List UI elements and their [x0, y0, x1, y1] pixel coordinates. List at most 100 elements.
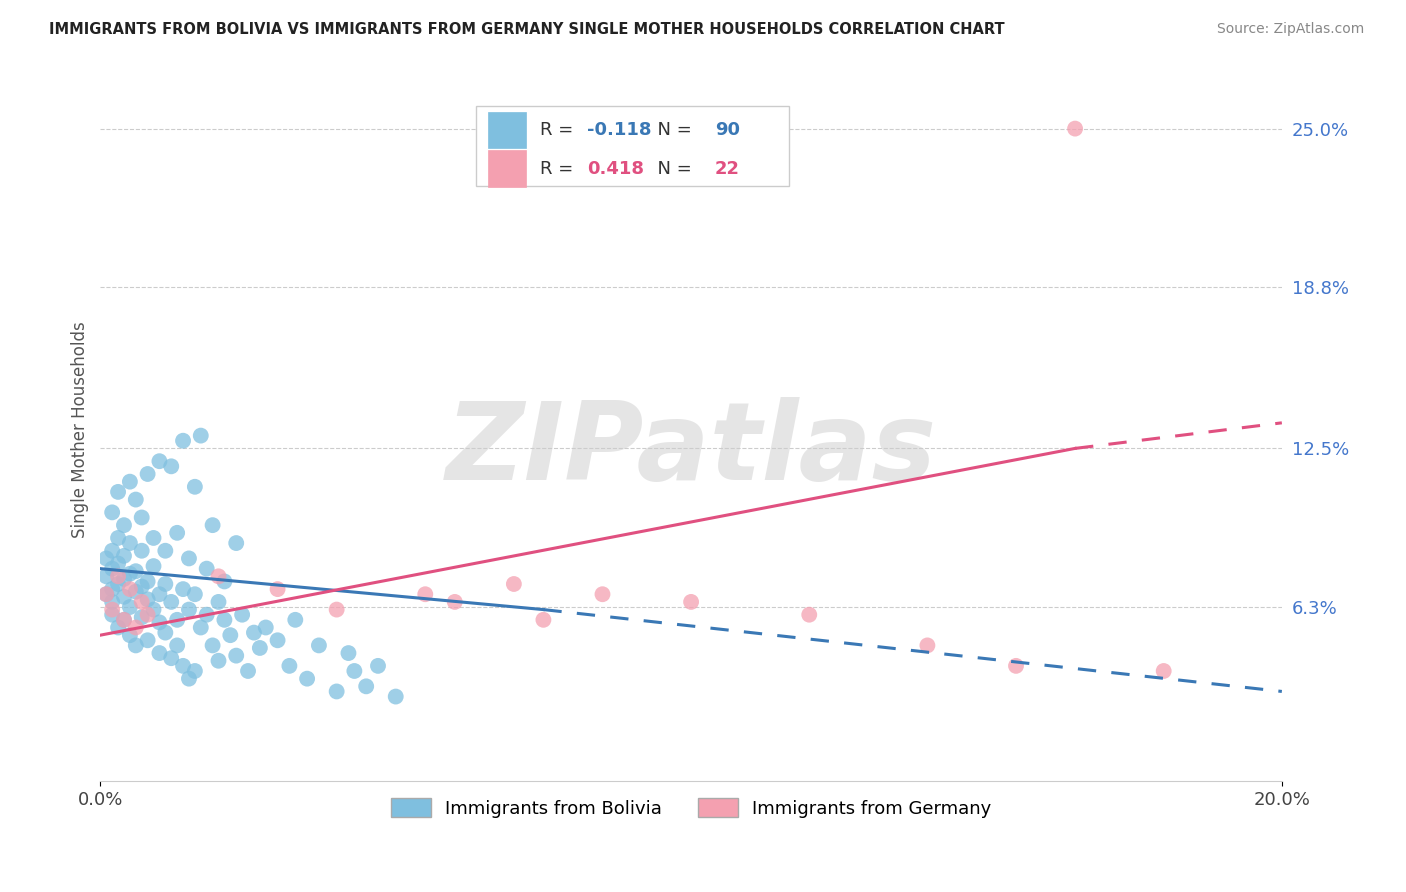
- Point: [131, 595, 153, 609]
- Point: [107, 484, 129, 499]
- Text: 22: 22: [714, 160, 740, 178]
- Point: [125, 564, 148, 578]
- Point: [367, 658, 389, 673]
- Point: [177, 602, 200, 616]
- Point: [136, 607, 159, 622]
- Point: [1064, 121, 1087, 136]
- Text: -0.118: -0.118: [588, 120, 651, 139]
- Point: [107, 577, 129, 591]
- Point: [160, 595, 183, 609]
- Point: [195, 607, 218, 622]
- Point: [118, 536, 141, 550]
- Point: [112, 572, 135, 586]
- Point: [142, 531, 165, 545]
- Point: [172, 658, 194, 673]
- Point: [219, 628, 242, 642]
- Point: [917, 639, 939, 653]
- Text: 0.418: 0.418: [588, 160, 644, 178]
- Text: R =: R =: [540, 120, 579, 139]
- Point: [177, 672, 200, 686]
- Point: [214, 613, 236, 627]
- Point: [1005, 658, 1028, 673]
- FancyBboxPatch shape: [477, 105, 789, 186]
- Point: [195, 561, 218, 575]
- Point: [413, 587, 436, 601]
- Text: IMMIGRANTS FROM BOLIVIA VS IMMIGRANTS FROM GERMANY SINGLE MOTHER HOUSEHOLDS CORR: IMMIGRANTS FROM BOLIVIA VS IMMIGRANTS FR…: [49, 22, 1005, 37]
- Point: [799, 607, 821, 622]
- Point: [243, 625, 266, 640]
- Point: [207, 569, 229, 583]
- Point: [131, 510, 153, 524]
- Point: [107, 569, 129, 583]
- Point: [592, 587, 614, 601]
- Point: [107, 620, 129, 634]
- Point: [136, 592, 159, 607]
- Text: N =: N =: [647, 160, 697, 178]
- Point: [184, 664, 207, 678]
- Point: [166, 525, 188, 540]
- Point: [155, 577, 177, 591]
- Point: [112, 518, 135, 533]
- Point: [142, 602, 165, 616]
- Point: [172, 434, 194, 448]
- Point: [118, 628, 141, 642]
- Point: [266, 633, 288, 648]
- Point: [148, 587, 170, 601]
- Text: ZIPatlas: ZIPatlas: [446, 397, 936, 503]
- Point: [107, 531, 129, 545]
- Point: [225, 648, 247, 663]
- Point: [681, 595, 703, 609]
- Bar: [488, 112, 526, 148]
- Point: [166, 613, 188, 627]
- Point: [96, 587, 118, 601]
- Point: [96, 569, 118, 583]
- Point: [231, 607, 253, 622]
- Point: [125, 639, 148, 653]
- Point: [112, 590, 135, 604]
- Point: [101, 543, 124, 558]
- Point: [201, 639, 224, 653]
- Point: [136, 574, 159, 589]
- Point: [343, 664, 366, 678]
- Point: [125, 492, 148, 507]
- Point: [101, 561, 124, 575]
- Point: [118, 475, 141, 489]
- Point: [266, 582, 288, 596]
- Point: [101, 505, 124, 519]
- Point: [148, 615, 170, 630]
- Bar: [488, 151, 526, 187]
- Text: R =: R =: [540, 160, 579, 178]
- Point: [142, 559, 165, 574]
- Point: [118, 582, 141, 596]
- Point: [325, 602, 347, 616]
- Point: [112, 613, 135, 627]
- Point: [118, 566, 141, 581]
- Point: [384, 690, 406, 704]
- Point: [184, 587, 207, 601]
- Point: [148, 454, 170, 468]
- Point: [249, 640, 271, 655]
- Point: [101, 595, 124, 609]
- Point: [337, 646, 360, 660]
- Point: [112, 613, 135, 627]
- Point: [160, 459, 183, 474]
- Point: [201, 518, 224, 533]
- Point: [148, 646, 170, 660]
- Point: [166, 639, 188, 653]
- Point: [225, 536, 247, 550]
- Point: [308, 639, 330, 653]
- Point: [155, 543, 177, 558]
- Point: [184, 480, 207, 494]
- Point: [502, 577, 524, 591]
- Legend: Immigrants from Bolivia, Immigrants from Germany: Immigrants from Bolivia, Immigrants from…: [384, 790, 998, 825]
- Point: [131, 543, 153, 558]
- Point: [112, 549, 135, 563]
- Point: [1153, 664, 1175, 678]
- Point: [177, 551, 200, 566]
- Point: [190, 620, 212, 634]
- Text: 90: 90: [714, 120, 740, 139]
- Point: [172, 582, 194, 596]
- Point: [101, 582, 124, 596]
- Point: [96, 587, 118, 601]
- Point: [125, 584, 148, 599]
